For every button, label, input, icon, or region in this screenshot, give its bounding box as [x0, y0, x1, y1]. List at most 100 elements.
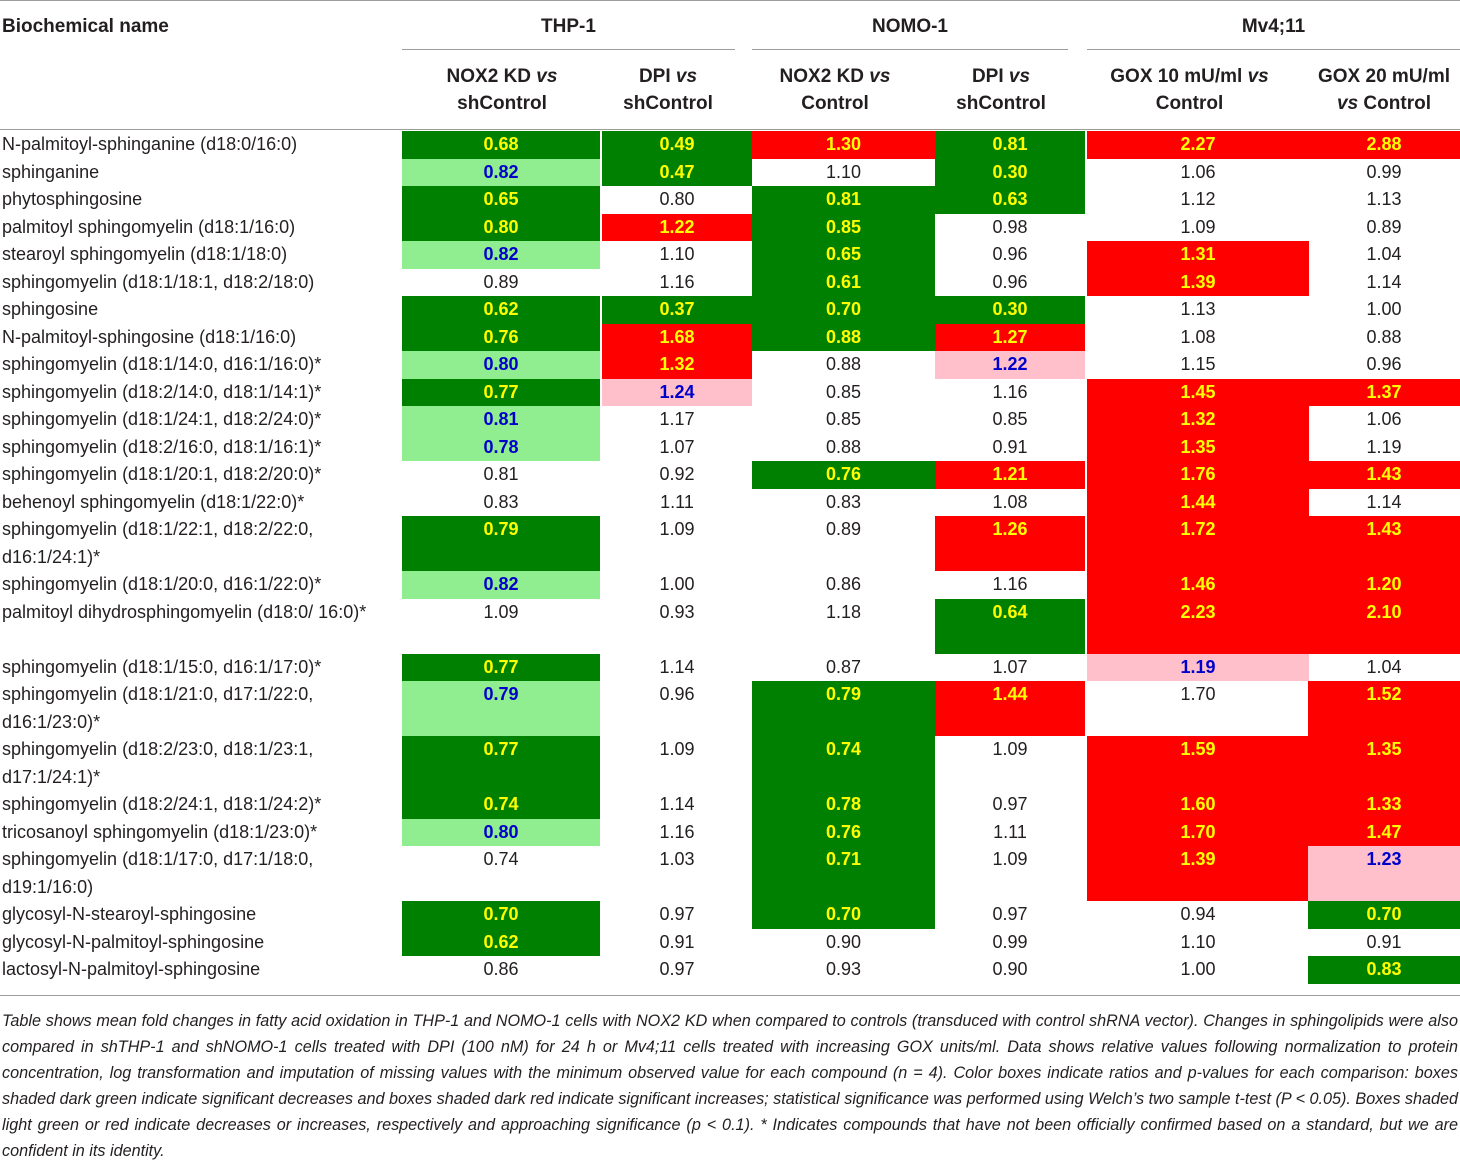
value-cell: 1.08	[1180, 326, 1216, 347]
value-cell: 1.60	[1087, 791, 1309, 819]
value-cell: 0.62	[402, 928, 600, 956]
value-cell: 2.88	[1308, 131, 1460, 159]
value-cell: 1.27	[935, 323, 1085, 351]
value-cell: 0.86	[483, 959, 519, 979]
row-name: behenoyl sphingomyelin (d18:1/22:0)*	[2, 491, 305, 512]
value-cell: 1.44	[1087, 488, 1309, 516]
value-cell: 1.11	[993, 821, 1027, 842]
bottom-rule	[0, 995, 1460, 996]
value-cell: 1.09	[659, 739, 695, 759]
value-cell: 0.70	[1308, 901, 1460, 929]
value-cell: 0.92	[659, 464, 695, 484]
row-name: sphingomyelin (d18:2/23:0, d18:1/23:1, d…	[2, 739, 314, 787]
row-name: sphingomyelin (d18:1/22:1, d18:2/22:0, d…	[2, 519, 314, 567]
value-cell: 0.89	[483, 271, 519, 292]
value-cell: 1.06	[1180, 161, 1216, 182]
value-cell: 1.03	[659, 849, 695, 869]
value-cell: 0.94	[1180, 904, 1216, 924]
value-cell: 1.16	[659, 821, 695, 842]
value-cell: 0.83	[483, 491, 519, 512]
value-cell: 0.63	[935, 186, 1085, 214]
value-cell: 0.71	[752, 846, 935, 901]
value-cell: 1.14	[1366, 271, 1402, 292]
value-cell: 1.22	[602, 213, 752, 241]
value-cell: 0.74	[483, 849, 519, 869]
value-cell: 0.96	[1366, 354, 1402, 374]
value-cell: 1.00	[1180, 959, 1216, 979]
value-cell: 1.11	[660, 491, 694, 512]
value-cell: 1.31	[1087, 241, 1309, 269]
header-col-3: NOX2 KD vs Control	[779, 66, 891, 114]
value-cell: 1.45	[1087, 378, 1309, 406]
value-cell: 1.14	[659, 656, 695, 677]
value-cell: 1.39	[1087, 268, 1309, 296]
row-name: sphingomyelin (d18:1/20:1, d18:2/20:0)*	[2, 464, 322, 484]
value-cell: 0.70	[752, 296, 935, 324]
header-bottom-rule	[0, 129, 1460, 130]
value-cell: 0.87	[825, 656, 862, 677]
value-cell: 1.10	[659, 244, 695, 264]
row-name: sphingomyelin (d18:2/14:0, d18:1/14:1)*	[2, 381, 322, 402]
row-name: sphingomyelin (d18:1/18:1, d18:2/18:0)	[2, 271, 315, 292]
row-name: sphingomyelin (d18:1/14:0, d16:1/16:0)*	[2, 354, 322, 374]
value-cell: 1.59	[1087, 736, 1309, 791]
header-biochemical-name: Biochemical name	[2, 16, 169, 37]
value-cell: 1.07	[992, 656, 1028, 677]
value-cell: 1.16	[992, 574, 1028, 594]
value-cell: 0.76	[402, 323, 600, 351]
value-cell: 0.99	[992, 931, 1028, 952]
value-cell: 0.88	[752, 323, 935, 351]
value-cell: 1.13	[1180, 299, 1216, 319]
value-cell: 0.85	[992, 409, 1028, 429]
value-cell: 0.93	[825, 959, 862, 979]
value-cell: 1.32	[602, 351, 752, 379]
value-cell: 0.90	[825, 931, 862, 952]
value-cell: 0.82	[402, 158, 600, 186]
value-cell: 0.49	[602, 131, 752, 159]
value-cell: 1.09	[659, 519, 695, 539]
value-cell: 1.04	[1366, 656, 1402, 677]
value-cell: 0.77	[402, 378, 600, 406]
row-name: palmitoyl sphingomyelin (d18:1/16:0)	[2, 216, 296, 237]
row-name: sphingomyelin (d18:1/21:0, d17:1/22:0, d…	[2, 684, 314, 732]
value-cell: 0.96	[659, 684, 695, 704]
value-cell: 1.19	[1366, 436, 1402, 457]
value-cell: 1.72	[1087, 516, 1309, 571]
value-cell: 1.24	[602, 378, 752, 406]
value-cell: 0.64	[935, 598, 1085, 654]
value-cell: 0.78	[752, 791, 935, 819]
group-rule-thp1	[402, 49, 735, 50]
value-cell: 0.89	[825, 519, 862, 539]
value-cell: 1.15	[1180, 354, 1216, 374]
row-name: phytosphingosine	[2, 189, 143, 209]
value-cell: 1.06	[1366, 409, 1402, 429]
row-name: glycosyl-N-stearoyl-sphingosine	[2, 904, 257, 924]
value-cell: 1.23	[1308, 846, 1460, 901]
value-cell: 0.98	[992, 216, 1028, 237]
value-cell: 1.20	[1308, 571, 1460, 599]
value-cell: 0.88	[1366, 326, 1402, 347]
value-cell: 0.70	[402, 901, 600, 929]
value-cell: 0.78	[402, 433, 600, 461]
value-cell: 1.00	[1366, 299, 1402, 319]
value-cell: 1.70	[1180, 684, 1216, 704]
value-cell: 0.85	[752, 213, 935, 241]
value-cell: 0.91	[1366, 931, 1402, 952]
value-cell: 0.81	[935, 131, 1085, 159]
value-cell: 0.81	[752, 186, 935, 214]
row-name: N-palmitoyl-sphingosine (d18:1/16:0)	[2, 326, 297, 347]
group-rule-nomo1	[752, 49, 1068, 50]
value-cell: 1.33	[1308, 791, 1460, 819]
row-name: sphingomyelin (d18:1/20:0, d16:1/22:0)*	[2, 574, 322, 594]
value-cell: 0.96	[992, 271, 1028, 292]
top-rule	[0, 0, 1460, 1]
value-cell: 1.08	[992, 491, 1028, 512]
row-name: sphingomyelin (d18:1/17:0, d17:1/18:0, d…	[2, 849, 314, 897]
value-cell: 0.97	[659, 959, 695, 979]
group-rule-mv411	[1087, 49, 1460, 50]
value-cell: 1.04	[1366, 244, 1402, 264]
value-cell: 0.88	[825, 436, 862, 457]
value-cell: 0.82	[402, 571, 600, 599]
value-cell: 0.85	[825, 409, 862, 429]
value-cell: 0.99	[1366, 161, 1402, 182]
